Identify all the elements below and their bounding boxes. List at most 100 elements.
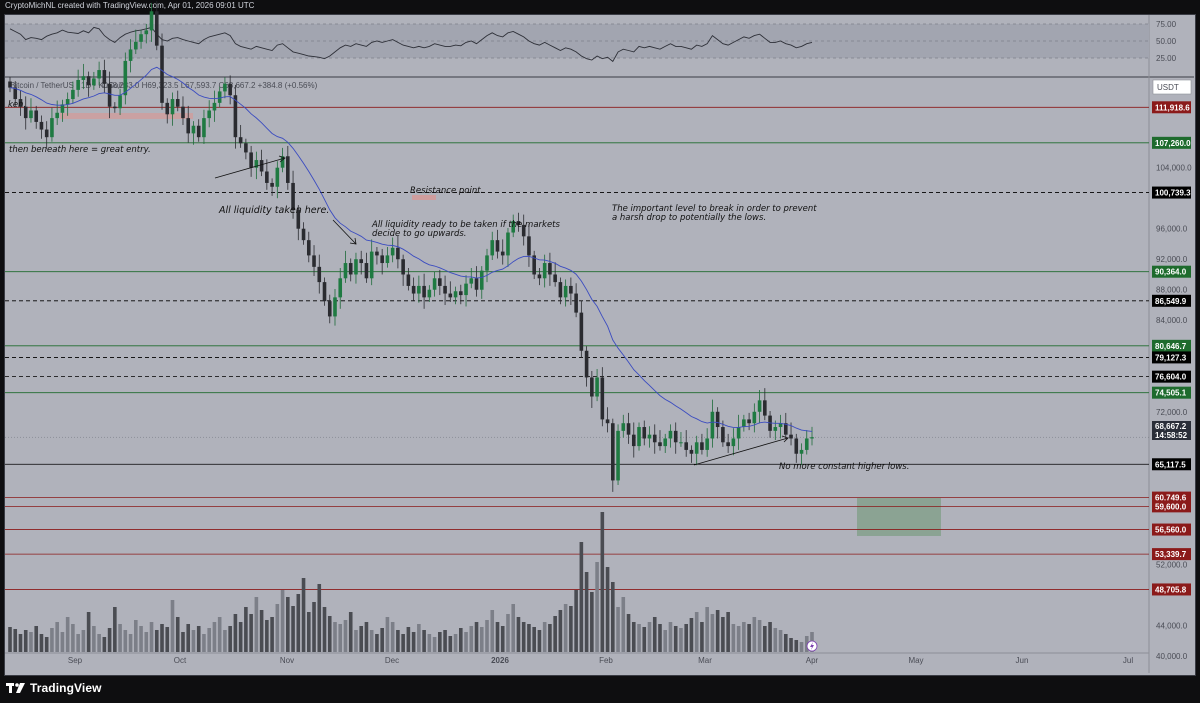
candle-body <box>380 255 384 264</box>
volume-bar <box>595 562 599 652</box>
price-axis: 104,000.0 96,000.0 92,000.0 88,000.0 84,000.… <box>1156 164 1192 661</box>
volume-bar <box>81 630 86 652</box>
candle-body <box>354 259 358 275</box>
volume-bar <box>154 630 159 652</box>
candle-body <box>616 430 620 481</box>
level-label: 76,604.0 <box>1155 373 1187 382</box>
volume-bar <box>804 636 809 652</box>
volume-bar <box>291 606 295 652</box>
annotation-ken: ken. <box>8 100 26 110</box>
candle-body <box>432 278 437 290</box>
candle-body <box>763 400 767 416</box>
volume-bar <box>13 629 18 652</box>
candle-body <box>301 228 306 241</box>
volume-bar <box>107 628 112 652</box>
volume-bar <box>406 627 411 652</box>
candle-body <box>621 423 626 431</box>
candle-body <box>574 293 578 313</box>
candle-body <box>553 274 557 283</box>
volume-bar <box>348 612 353 652</box>
candle-body <box>778 423 783 428</box>
candle-body <box>18 99 23 107</box>
rsi-axis: 75.00 50.00 25.00 <box>1156 20 1177 63</box>
candle-body <box>490 240 495 256</box>
candle-body <box>364 263 369 279</box>
volume-bar <box>752 617 757 652</box>
candle-body <box>128 49 133 61</box>
candle-body <box>537 274 542 279</box>
time-tick-label: Jun <box>1016 656 1029 665</box>
candle-body <box>401 259 405 275</box>
volume-bar <box>312 602 316 652</box>
volume-bar <box>375 634 379 652</box>
candle-body <box>747 419 751 424</box>
volume-bar <box>721 617 725 652</box>
candle-body <box>312 255 316 267</box>
footer-brand-name: TradingView <box>30 681 102 695</box>
annotation-important-level-2: a harsh drop to potentially the lows. <box>612 213 766 223</box>
annotation-great-entry: then beneath here = great entry. <box>9 145 151 155</box>
candle-body <box>343 263 348 279</box>
volume-bar <box>29 632 33 652</box>
volume-bar <box>8 627 12 652</box>
candle-body <box>202 118 206 138</box>
volume-bar <box>506 614 510 652</box>
candle-body <box>181 106 185 119</box>
volume-bar <box>726 612 730 652</box>
candle-body <box>506 232 510 256</box>
candle-body <box>663 438 668 447</box>
candle-body <box>458 291 463 296</box>
candle-body <box>13 87 18 100</box>
volume-bar <box>296 594 301 652</box>
volume-bar <box>422 630 426 652</box>
candle-body <box>23 106 28 119</box>
volume-bar <box>286 597 290 652</box>
candle-body <box>485 255 489 271</box>
candle-body <box>500 251 505 256</box>
volume-bar <box>186 624 191 652</box>
annotation-important-level-1: The important level to break in order to… <box>612 204 817 214</box>
time-tick-label: Jul <box>1123 656 1133 665</box>
volume-bar <box>238 622 243 652</box>
level-label-badge <box>1152 351 1191 364</box>
volume-bar <box>417 624 421 652</box>
candle-body <box>658 442 662 447</box>
candle-body <box>527 236 531 256</box>
level-label-badge <box>1152 339 1191 352</box>
candle-body <box>359 259 364 264</box>
volume-bar <box>731 624 736 652</box>
candle-body <box>275 167 280 187</box>
volume-bar <box>233 614 238 652</box>
candle-body <box>721 427 725 443</box>
price-tick-label: 72,000.0 <box>1156 408 1188 417</box>
volume-bar <box>196 626 201 652</box>
candle-body <box>322 282 327 302</box>
volume-bar <box>396 630 400 652</box>
volume-bar <box>369 630 374 652</box>
candle-body <box>50 118 54 138</box>
bolt-icon[interactable] <box>806 640 818 652</box>
candle-body <box>511 221 516 233</box>
candle-body <box>464 283 468 296</box>
level-label: 107,260.0 <box>1155 139 1191 148</box>
volume-bar <box>165 627 170 652</box>
time-tick-label: Mar <box>698 656 712 665</box>
volume-bar <box>354 630 358 652</box>
volume-bar <box>97 634 101 652</box>
volume-bar <box>600 512 605 652</box>
volume-bar <box>390 622 395 652</box>
volume-bar <box>553 616 557 652</box>
volume-bar <box>34 626 39 652</box>
higher-lows-arrow <box>693 437 789 466</box>
volume-bar <box>86 612 91 652</box>
candle-body <box>479 270 484 290</box>
candle-body <box>375 251 379 256</box>
candle-body <box>726 442 730 447</box>
currency-box[interactable] <box>1152 79 1192 95</box>
candle-body <box>789 434 793 439</box>
volume-bar <box>432 637 437 652</box>
level-label-badge <box>1152 370 1191 383</box>
volume-bar <box>301 578 306 652</box>
level-label: 56,560.0 <box>1155 526 1187 535</box>
